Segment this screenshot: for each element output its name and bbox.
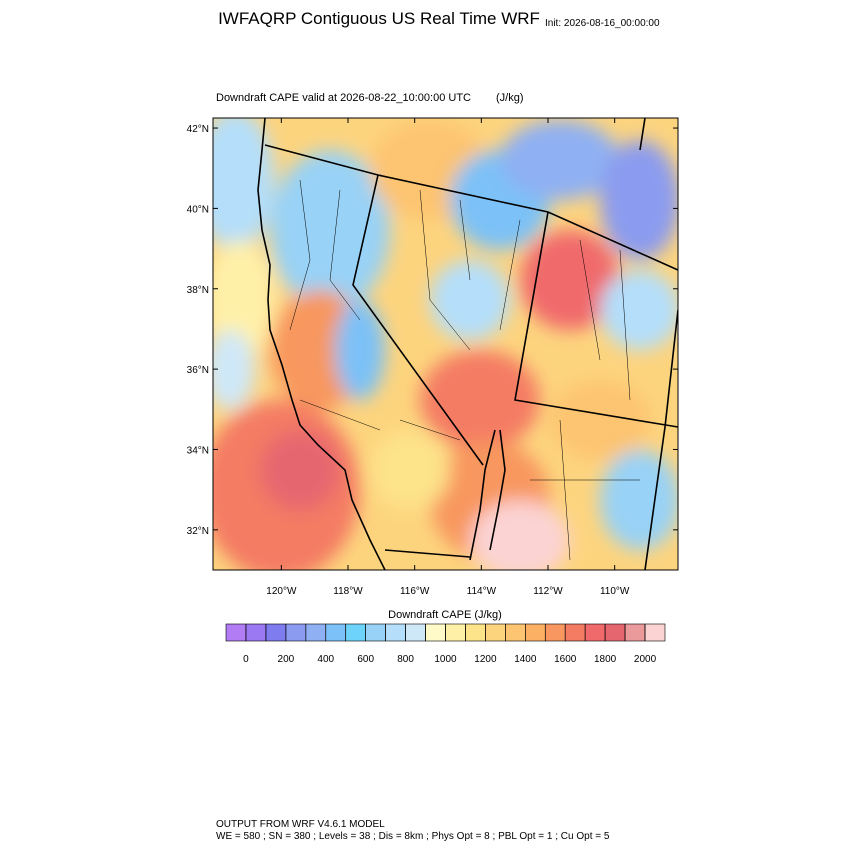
lon-label: 114°W	[467, 586, 497, 597]
colorbar-label: 800	[397, 654, 414, 665]
colorbar-label: 400	[317, 654, 334, 665]
colorbar-box	[385, 623, 406, 642]
title: IWFAQRP Contiguous US Real Time WRF	[218, 9, 540, 28]
footer-line: WE = 580 ; SN = 380 ; Levels = 38 ; Dis …	[216, 831, 610, 842]
map-units: (J/kg)	[496, 92, 524, 104]
colorbar-box	[525, 623, 546, 642]
colorbar-label: 600	[357, 654, 374, 665]
colorbar-box	[485, 623, 506, 642]
colorbar-label: 2000	[634, 654, 657, 665]
colorbar-box	[265, 623, 287, 642]
colorbar-box	[225, 623, 247, 642]
map-subtitle: Downdraft CAPE valid at 2026-08-22_10:00…	[216, 92, 471, 104]
colorbar-box	[445, 623, 466, 642]
lat-label: 34°N	[187, 445, 209, 456]
boundaries	[257, 118, 678, 570]
lon-label: 110°W	[600, 586, 630, 597]
lat-label: 40°N	[187, 204, 209, 215]
colorbar-label: 1800	[594, 654, 617, 665]
colorbar-box	[544, 623, 566, 642]
colorbar-label: 1200	[474, 654, 497, 665]
colorbar-box	[604, 623, 626, 642]
colorbar-label: 1000	[434, 654, 457, 665]
map-frame	[212, 117, 679, 571]
init-time: Init: 2026-08-16_00:00:00	[545, 18, 660, 29]
lon-label: 120°W	[266, 586, 297, 597]
lat-label: 42°N	[187, 124, 209, 135]
map-field	[213, 118, 678, 570]
colorbar-label: 0	[243, 654, 249, 665]
colorbar-box	[285, 623, 307, 642]
colorbar-label: 1600	[554, 654, 577, 665]
colorbar-box	[425, 623, 446, 642]
lon-label: 118°W	[333, 586, 363, 597]
colorbar-box	[365, 623, 386, 642]
colorbar-box	[465, 623, 486, 642]
colorbar-box	[305, 623, 327, 642]
colorbar-box	[505, 623, 526, 642]
colorbar-box	[644, 623, 666, 642]
colorbar-label: 1400	[514, 654, 537, 665]
colorbar-box	[345, 623, 366, 642]
colorbar-box	[624, 623, 646, 642]
colorbar-box	[564, 623, 586, 642]
colorbar-box	[584, 623, 606, 642]
colorbar-label: 200	[278, 654, 295, 665]
lat-label: 36°N	[187, 365, 209, 376]
colorbar-title: Downdraft CAPE (J/kg)	[388, 609, 502, 621]
lat-label: 38°N	[187, 285, 209, 296]
lon-label: 112°W	[533, 586, 563, 597]
lat-label: 32°N	[187, 526, 209, 537]
colorbar-box	[245, 623, 267, 642]
colorbar-box	[405, 623, 426, 642]
colorbar-box	[325, 623, 347, 642]
footer-line: OUTPUT FROM WRF V4.6.1 MODEL	[216, 819, 385, 830]
lon-label: 116°W	[400, 586, 430, 597]
